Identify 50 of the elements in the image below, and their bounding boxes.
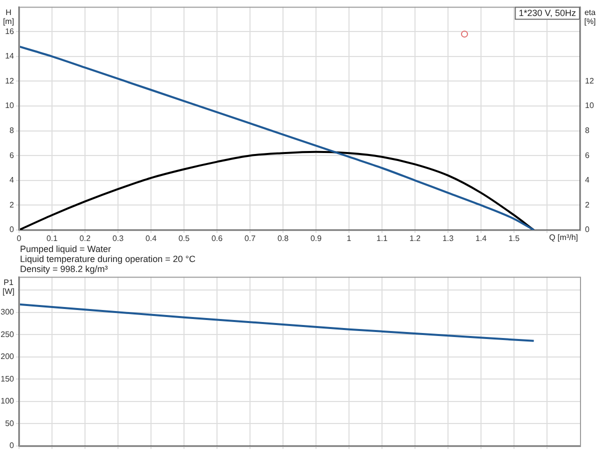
x-tick-label: 0.8 bbox=[277, 234, 290, 244]
x-tick-label: 0 bbox=[16, 234, 22, 244]
y2-tick-label: 8 bbox=[585, 126, 590, 136]
x-tick-label: 1.2 bbox=[409, 234, 422, 244]
line-series bbox=[19, 303, 535, 342]
y-tick-label: 50 bbox=[5, 418, 15, 428]
x-tick-label: 1 bbox=[346, 234, 352, 244]
text: Density = 998.2 kg/m³ bbox=[20, 264, 109, 274]
y-tick-label: 100 bbox=[0, 396, 15, 406]
x-tick-label: 1.4 bbox=[475, 234, 488, 244]
y-tick-label: 14 bbox=[5, 52, 15, 61]
y-tick-label: 4 bbox=[10, 176, 15, 185]
y-tick-label: 300 bbox=[0, 308, 15, 317]
x-tick-label: 0.4 bbox=[145, 234, 158, 244]
x-tick-label: 1.5 bbox=[508, 234, 520, 244]
y-tick-label: 0 bbox=[10, 441, 15, 450]
y2-tick-label: 2 bbox=[585, 200, 590, 210]
y-tick-label: 10 bbox=[5, 101, 15, 110]
x-tick-label: 0.9 bbox=[310, 234, 322, 244]
y-tick-label: 2 bbox=[10, 200, 15, 210]
y-tick-label: 16 bbox=[5, 26, 15, 36]
y2-tick-label: 12 bbox=[585, 76, 594, 86]
x-axis-title: Q [m³/h] bbox=[549, 233, 578, 242]
y-axis-title: P1 [W] bbox=[2, 278, 14, 296]
y-tick-label: 12 bbox=[5, 76, 15, 86]
x-tick-label: 0.1 bbox=[46, 234, 58, 244]
x-tick-label: 0.5 bbox=[178, 234, 190, 244]
y-axis-title: H [m] bbox=[2, 8, 14, 26]
y-tick-label: 200 bbox=[0, 352, 15, 362]
y2-tick-label: 0 bbox=[585, 225, 590, 234]
text: Pumped liquid = Water bbox=[20, 244, 112, 254]
y-tick-label: 0 bbox=[10, 225, 15, 234]
x-tick-label: 0.2 bbox=[79, 234, 92, 244]
x-tick-label: 0.7 bbox=[244, 234, 256, 244]
text: Liquid temperature during operation = 20 °C bbox=[20, 254, 196, 264]
chart-title: 1*230 V, 50Hz bbox=[518, 8, 576, 18]
line-series bbox=[19, 45, 535, 230]
y-tick-label: 8 bbox=[10, 126, 15, 136]
y-tick-label: 250 bbox=[0, 330, 15, 339]
y-tick-label: 150 bbox=[0, 374, 15, 384]
y2-tick-label: 6 bbox=[585, 150, 590, 160]
y-tick-label: 6 bbox=[10, 150, 15, 160]
y2-axis-title: eta [%] bbox=[584, 8, 596, 26]
x-tick-label: 1.1 bbox=[376, 234, 388, 244]
x-tick-label: 1.3 bbox=[442, 234, 454, 244]
x-tick-label: 0.6 bbox=[211, 234, 224, 244]
x-tick-label: 0.3 bbox=[112, 234, 124, 244]
line-series bbox=[19, 150, 535, 230]
y2-tick-label: 10 bbox=[585, 101, 594, 110]
y2-tick-label: 4 bbox=[585, 176, 590, 185]
